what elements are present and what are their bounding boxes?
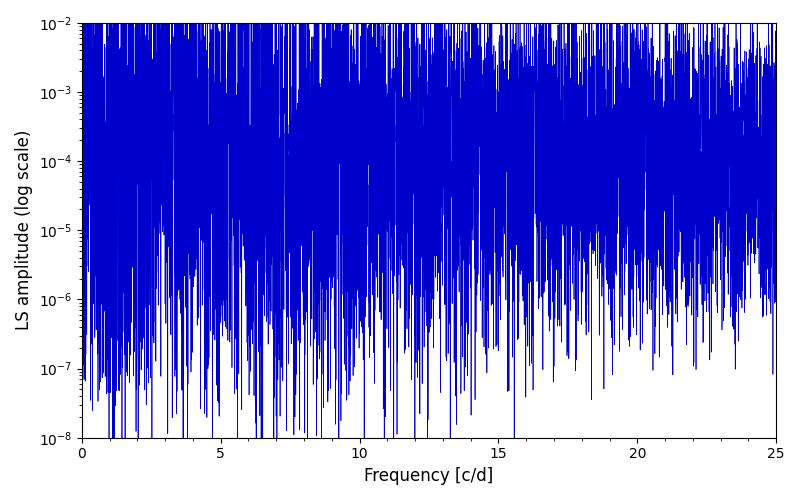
X-axis label: Frequency [c/d]: Frequency [c/d] <box>364 467 494 485</box>
Y-axis label: LS amplitude (log scale): LS amplitude (log scale) <box>15 130 33 330</box>
